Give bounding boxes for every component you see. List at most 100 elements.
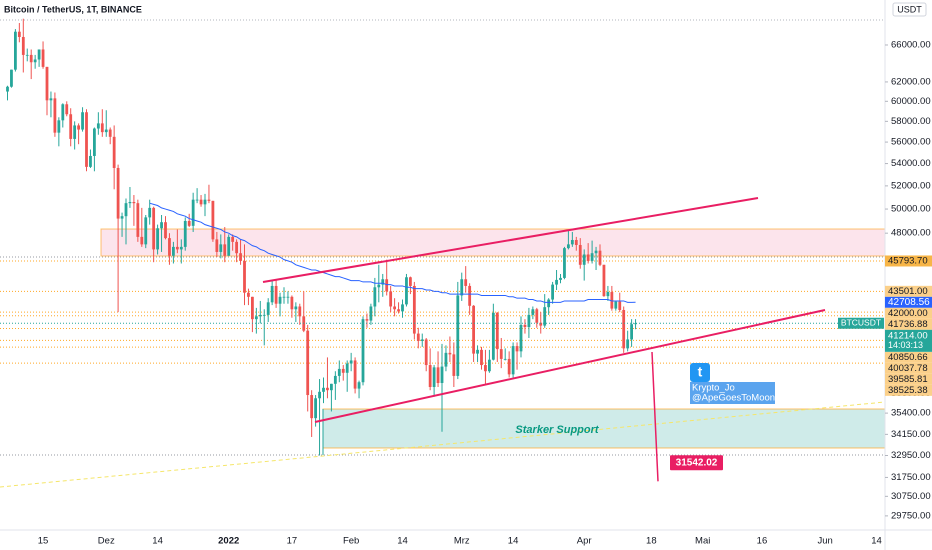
candle-body (614, 301, 618, 309)
price-level-tag (885, 384, 932, 396)
y-tick-label: 52000.00 (891, 180, 931, 191)
y-tick-label: 32950.00 (891, 450, 931, 461)
candle-body (120, 216, 124, 219)
candle-body (551, 284, 554, 300)
candle-body (543, 307, 547, 326)
target-tag (670, 455, 723, 471)
ma-value-label: 42708.56 (888, 297, 930, 308)
candle-body (33, 59, 37, 63)
y-tick-label: 48000.00 (891, 228, 931, 239)
price-level-tag (885, 351, 932, 363)
upper-trendline (262, 197, 759, 283)
x-tick-label: Apr (577, 536, 592, 547)
candle-body (231, 236, 235, 242)
plot-area: 31542.02 Starker Support t Krypto_Jo @Ap… (0, 18, 885, 488)
candle-body (175, 246, 179, 250)
candle-body (108, 129, 112, 137)
candle-body (140, 236, 144, 245)
candle-body (405, 277, 408, 305)
symbol-label: BTCUSDT (841, 318, 881, 328)
candle-body (314, 398, 317, 419)
candle-body (112, 136, 116, 168)
candle-body (96, 123, 100, 129)
dashed-trend (0, 401, 885, 488)
candle-body (330, 383, 333, 391)
price-level-label: 40037.78 (888, 363, 928, 374)
series-layer: 31542.02 (0, 18, 885, 482)
currency[interactable]: USDT (897, 4, 922, 14)
candle-body (124, 203, 128, 217)
candle-body (17, 31, 21, 37)
candle-body (630, 324, 633, 340)
candle-body (29, 54, 33, 63)
price-level-tag (885, 255, 932, 267)
y-tick-label: 60000.00 (891, 96, 931, 107)
candle-body (377, 284, 381, 288)
candle-body (69, 114, 73, 139)
candle-body (77, 125, 80, 130)
candle-body (626, 339, 630, 349)
candle-body (152, 207, 156, 250)
candle-body (432, 367, 436, 387)
countdown: 14:03:13 (888, 340, 923, 350)
candle-body (401, 304, 404, 312)
ma-value-tag (885, 296, 932, 308)
candle-body (634, 323, 637, 325)
candle-body (183, 220, 187, 247)
candle-body (527, 314, 531, 328)
candle-body (491, 312, 495, 360)
candle-body (128, 202, 132, 204)
candle-body (559, 277, 562, 280)
candle-body (424, 339, 428, 366)
candle-body (618, 301, 622, 310)
lower-trendline (314, 309, 826, 423)
candle-body (132, 202, 136, 204)
candle-body (563, 248, 566, 278)
x-tick-label: Feb (343, 536, 359, 547)
candle-body (318, 391, 321, 399)
price-level-label: 43501.00 (888, 286, 928, 297)
candle-body (195, 199, 199, 201)
candle-body (298, 306, 302, 317)
candle-body (444, 352, 448, 367)
price-level-label: 39585.81 (888, 374, 928, 385)
candle-body (409, 277, 412, 286)
candle-body (337, 368, 341, 376)
axis-layer: 66000.00 62000.00 60000.00 58000.00 56000.00… (38, 39, 932, 547)
candle-body (45, 66, 49, 101)
candle-body (590, 253, 594, 261)
badge-box (690, 382, 775, 404)
x-tick-label: Mrz (454, 536, 470, 547)
candle-body (266, 302, 270, 315)
candle-body (286, 296, 290, 298)
candle-body (164, 222, 167, 239)
candle-body (203, 199, 207, 205)
price-level-tag (885, 307, 932, 319)
candle-body (488, 359, 491, 372)
candle-body (531, 309, 535, 315)
badge-icon (690, 363, 710, 382)
last-price-tag (885, 329, 932, 352)
candle-body (262, 314, 266, 316)
x-tick-label: 15 (38, 536, 49, 547)
badge-name: Krypto_Jo (692, 383, 735, 394)
currency-box[interactable] (892, 2, 927, 17)
y-tick-label: 50000.00 (891, 204, 931, 215)
y-tick-label: 58000.00 (891, 116, 931, 127)
candle-body (81, 112, 84, 130)
candle-body (511, 346, 515, 375)
candle-body (211, 200, 215, 240)
candle-body (420, 339, 424, 341)
candle-body (104, 129, 108, 133)
candle-body (136, 203, 140, 237)
candle-body (365, 319, 369, 321)
candle-body (393, 306, 396, 310)
candle-body (539, 322, 543, 326)
candle-body (460, 279, 464, 296)
price-level-label: 41736.88 (888, 319, 928, 330)
price-level-label: 40850.66 (888, 352, 928, 363)
candle-body (219, 244, 223, 252)
candle-body (535, 309, 539, 323)
candle-body (100, 123, 104, 133)
